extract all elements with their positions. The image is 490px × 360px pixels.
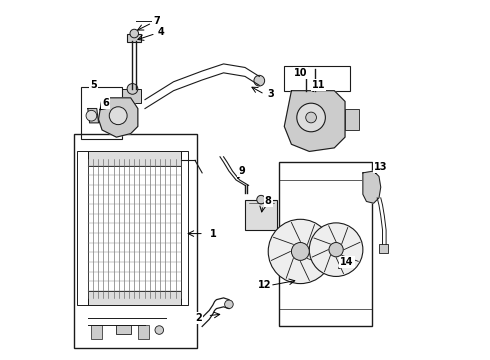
Text: 11: 11 [312,80,325,90]
Bar [284,66,350,91]
Circle shape [257,195,266,204]
Bar [181,152,188,305]
Polygon shape [363,171,381,203]
Circle shape [292,243,309,260]
Circle shape [297,103,325,132]
Bar [88,152,181,166]
Bar [77,152,88,305]
Circle shape [130,29,139,38]
Text: 9: 9 [238,166,245,176]
Text: 2: 2 [195,312,202,323]
Text: 7: 7 [153,16,160,26]
Bar [74,134,197,348]
Bar [279,162,372,327]
Text: 3: 3 [268,89,274,99]
Bar [345,109,359,130]
Text: 14: 14 [340,257,354,267]
Circle shape [268,219,333,284]
Bar [92,325,102,339]
Bar [138,325,148,339]
Circle shape [224,300,233,309]
Polygon shape [284,91,345,152]
Circle shape [86,111,97,121]
Bar [88,291,181,305]
Circle shape [155,326,164,334]
Circle shape [309,223,363,276]
Bar [245,200,277,230]
Text: 1: 1 [210,229,216,239]
Circle shape [127,84,138,94]
Text: 5: 5 [90,80,97,90]
Text: 4: 4 [158,27,165,37]
Bar [81,87,122,139]
Polygon shape [88,109,98,123]
Bar [127,33,142,42]
Text: 12: 12 [258,280,271,291]
Text: 13: 13 [374,162,388,172]
Bar [117,325,131,334]
Circle shape [329,243,343,257]
Bar [379,244,388,253]
Bar [122,89,142,103]
Text: 10: 10 [294,68,307,78]
Circle shape [306,112,317,123]
Text: 8: 8 [265,197,271,206]
Circle shape [254,75,265,86]
Polygon shape [98,98,138,137]
Circle shape [109,107,127,125]
Text: 6: 6 [102,98,109,108]
